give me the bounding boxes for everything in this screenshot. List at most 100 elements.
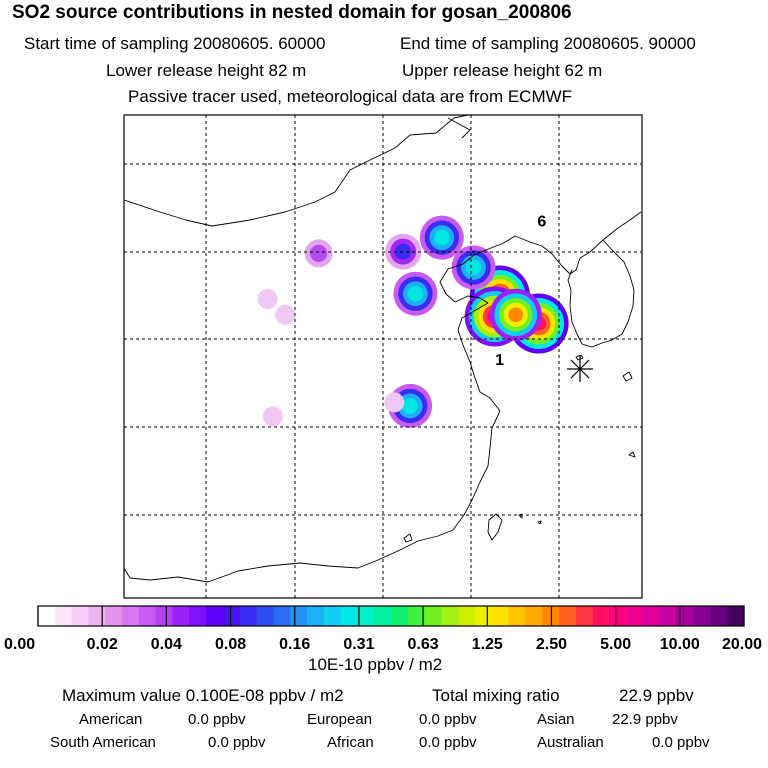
colorbar-tick-label: 1.25 [472,636,503,653]
colorbar-swatch [306,606,325,626]
jeju-island [575,354,584,361]
colorbar-swatch [525,606,543,626]
colorbar-tick-label: 0.16 [279,636,310,653]
colorbar: 0.00 0.02 0.04 0.08 0.16 0.31 0.63 1.25 2.50 5.00… [4,605,762,653]
colorbar-swatch [105,606,123,626]
hotspot-5 [393,271,438,316]
colorbar-swatch [88,606,106,626]
colorbar-tick-label: 0.63 [408,636,439,653]
receptor-star [567,356,593,382]
hotspot-9 [304,239,333,268]
colorbar-swatch [290,606,308,626]
total-mixing-value: 22.9 ppbv [619,686,694,705]
colorbar-swatch [659,606,678,626]
colorbar-swatch [189,606,207,626]
european-value: 0.0 ppbv [419,711,477,728]
colorbar-unit: 10E-10 ppbv / m2 [308,655,443,674]
colorbar-swatch [273,606,291,626]
marker-layer: 16 [495,214,546,369]
colorbar-swatch [575,606,594,626]
colorbar-swatch [172,606,190,626]
hotspot-ring [407,286,424,302]
colorbar-swatch [54,606,73,626]
japan-islands [518,371,636,525]
south-american-label: South American [50,734,156,751]
hotspot-10 [384,392,405,413]
hotspot-ring [402,398,418,414]
colorbar-swatch [71,606,89,626]
chart-title: SO2 source contributions in nested domai… [12,2,572,23]
asian-label: Asian [537,711,575,728]
end-time: End time of sampling 20080605. 90000 [400,34,696,53]
hotspot-7 [385,233,422,270]
lower-release-height: Lower release height 82 m [106,61,307,80]
hotspot-4 [451,245,496,290]
colorbar-swatch [155,606,173,626]
colorbar-tick-label: 2.50 [536,636,567,653]
colorbar-swatch [676,606,695,626]
taiwan [487,513,503,541]
colorbar-tick-label: 0.04 [151,636,182,653]
colorbar-tick-label: 0.00 [4,636,35,653]
colorbar-swatch [38,606,56,626]
colorbar-swatch [391,606,409,626]
colorbar-swatch [475,606,493,626]
hotspot-ring [384,392,405,413]
colorbar-swatch [138,606,157,626]
border-north [123,114,469,227]
colorbar-swatch [609,606,627,626]
colorbar-swatch [323,606,342,626]
map-frame [123,114,643,599]
colorbar-tick-label: 10.00 [660,636,700,653]
hotspot-3 [489,288,542,341]
colorbar-swatch [122,606,140,626]
hotspot-8 [419,215,464,260]
hotspot-ring [310,244,328,263]
tracer-note: Passive tracer used, meteorological data… [128,87,573,106]
colorbar-swatch [458,606,476,626]
colorbar-swatch [357,606,375,626]
grid-layer [124,115,642,598]
colorbar-swatch [727,606,745,626]
hotspot-ring [395,243,412,260]
marker-label-1: 1 [495,352,504,369]
colorbar-tick-label: 0.31 [343,636,374,653]
hotspot-ring [275,304,296,325]
colorbar-swatch [643,606,661,626]
colorbar-swatch [592,606,611,626]
colorbar-swatch [424,606,442,626]
colorbar-swatch [256,606,274,626]
australian-label: Australian [537,734,604,751]
colorbar-tick-label: 5.00 [600,636,631,653]
colorbar-swatch [239,606,258,626]
australian-value: 0.0 ppbv [652,734,710,751]
african-value: 0.0 ppbv [419,734,477,751]
upper-release-height: Upper release height 62 m [402,61,603,80]
colorbar-tick-label: 0.08 [215,636,246,653]
hainan-edge [403,533,413,543]
colorbar-swatch [710,606,728,626]
colorbar-swatch [407,606,426,626]
colorbar-swatch [626,606,644,626]
african-label: African [327,734,374,751]
colorbar-swatch [222,606,241,626]
hotspot-ring [434,229,450,246]
colorbar-swatch [206,606,224,626]
colorbar-swatch [693,606,711,626]
american-label: American [79,711,143,728]
marker-label-6: 6 [537,214,546,231]
total-mixing-label: Total mixing ratio [432,686,560,705]
american-value: 0.0 ppbv [188,711,246,728]
coastline-korea [567,239,635,348]
hotspot-ring [465,259,482,276]
colorbar-swatch [559,606,577,626]
asian-value: 22.9 ppbv [612,711,678,728]
hotspot-11 [257,288,278,309]
colorbar-swatch [441,606,459,626]
colorbar-swatch [340,606,358,626]
coastline-layer [123,114,642,583]
south-american-value: 0.0 ppbv [208,734,266,751]
max-value: Maximum value 0.100E-08 ppbv / m2 [62,686,344,705]
colorbar-swatch [491,606,510,626]
